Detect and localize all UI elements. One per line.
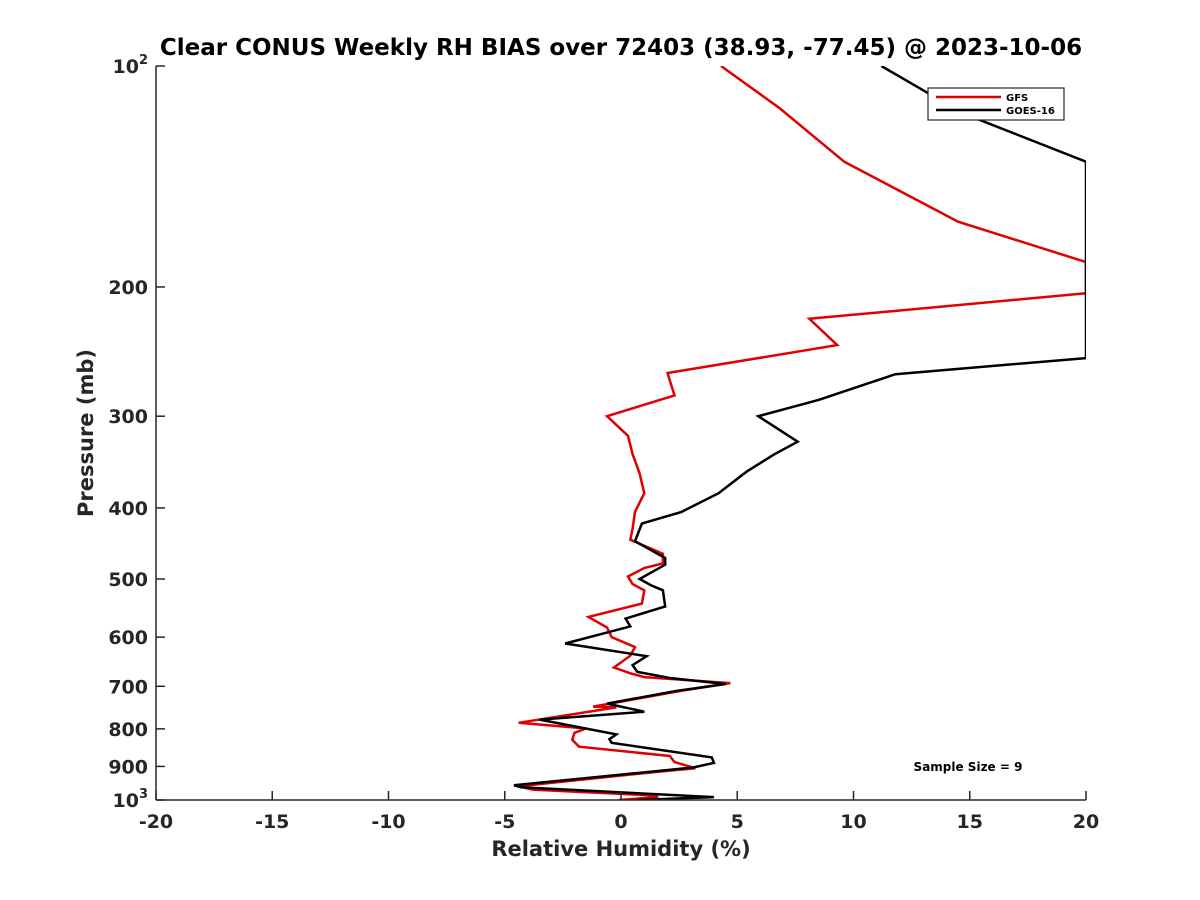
legend-label-gfs: GFS [1006,93,1028,104]
x-tick-label: 5 [731,811,744,833]
x-tick-label: -5 [494,811,515,833]
y-tick-label: 103 [113,787,149,812]
y-tick-label: 600 [108,627,148,649]
y-tick-label: 300 [108,406,148,428]
y-tick-label: 400 [108,498,148,520]
y-tick-label: 700 [108,676,148,698]
y-axis-label: Pressure (mb) [74,349,98,517]
x-ticks: -20 -15 -10 -5 0 5 10 15 20 [139,791,1099,833]
x-tick-label: 0 [614,811,627,833]
series-line-gfs [518,66,1086,800]
y-ticks: 102 200 300 400 500 600 700 800 900 103 [108,53,165,812]
series-layer [513,66,1086,800]
x-tick-label: -20 [139,811,173,833]
y-tick-label: 102 [113,53,149,78]
x-tick-label: 20 [1073,811,1099,833]
y-tick-label: 500 [108,569,148,591]
axes-layer [155,66,1086,801]
legend-label-goes16: GOES-16 [1006,106,1055,117]
series-line-goes16 [513,66,1086,800]
y-tick-label: 800 [108,719,148,741]
y-tick-label: 900 [108,756,148,778]
sample-size-annotation: Sample Size = 9 [914,760,1023,774]
legend-box [927,87,1065,121]
x-tick-label: 15 [957,811,983,833]
x-tick-label: 10 [840,811,866,833]
x-tick-label: -10 [371,811,405,833]
chart-title: Clear CONUS Weekly RH BIAS over 72403 (3… [160,35,1082,61]
legend: GFS GOES-16 [927,87,1065,121]
y-tick-label: 200 [108,277,148,299]
x-axis-label: Relative Humidity (%) [491,837,750,861]
x-tick-label: -15 [255,811,289,833]
